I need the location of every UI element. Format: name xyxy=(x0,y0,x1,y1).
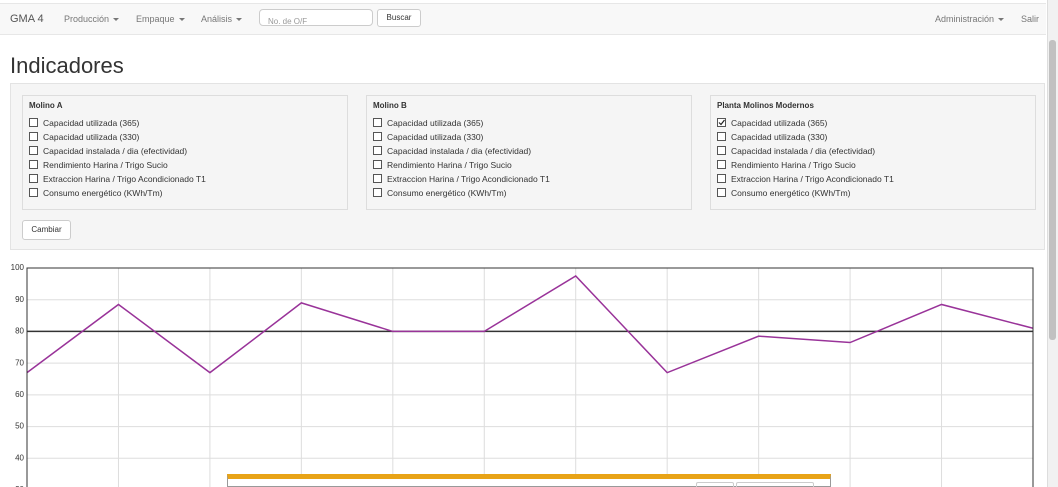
option-label: Capacidad utilizada (365) xyxy=(731,118,828,128)
check-mark xyxy=(718,119,725,126)
option-label: Capacidad utilizada (365) xyxy=(43,118,140,128)
checkbox[interactable] xyxy=(29,188,38,197)
indicator-panel: Planta Molinos Modernos Capacidad utiliza… xyxy=(710,95,1036,210)
option[interactable]: Capacidad instalada / dia (efectividad) xyxy=(29,146,187,156)
panel-title: Planta Molinos Modernos xyxy=(717,101,814,110)
plot-area xyxy=(26,267,1034,487)
caret xyxy=(178,18,185,22)
checkbox[interactable] xyxy=(717,174,726,183)
data-line xyxy=(26,274,1034,374)
checkbox[interactable] xyxy=(373,146,382,155)
nav-menu-label: Administración xyxy=(935,14,995,24)
y-tick-label: 90 xyxy=(15,295,24,304)
option-label: Capacidad utilizada (330) xyxy=(43,132,140,142)
nav-menu-label: Empaque xyxy=(136,14,175,24)
option-label: Extraccion Harina / Trigo Acondicionado … xyxy=(43,174,206,184)
option-label: Capacidad utilizada (365) xyxy=(387,118,484,128)
y-tick-label: 70 xyxy=(15,358,24,367)
option[interactable]: Capacidad utilizada (330) xyxy=(717,132,827,142)
nav-menu-label: Producción xyxy=(64,14,110,24)
option-label: Extraccion Harina / Trigo Acondicionado … xyxy=(387,174,550,184)
option-label: Rendimiento Harina / Trigo Sucio xyxy=(387,160,512,170)
option-label: Capacidad instalada / dia (efectividad) xyxy=(43,146,188,156)
dialog-button[interactable] xyxy=(736,482,814,487)
y-tick-label: 60 xyxy=(15,390,24,399)
option[interactable]: Capacidad utilizada (365) xyxy=(29,118,139,128)
option[interactable]: Consumo energético (KWh/Tm) xyxy=(29,188,163,198)
navbar: GMA 4 Producción Empaque Análisis Administra… xyxy=(0,3,1046,35)
search-input[interactable]: No. de O/F xyxy=(259,9,373,26)
nav-menu[interactable]: Administración xyxy=(935,4,1005,34)
panel-title: Molino B xyxy=(373,101,407,110)
y-tick-label: 50 xyxy=(15,422,24,431)
option[interactable]: Capacidad instalada / dia (efectividad) xyxy=(373,146,531,156)
checkbox[interactable] xyxy=(373,132,382,141)
option[interactable]: Rendimiento Harina / Trigo Sucio xyxy=(373,160,512,170)
chart: 30 40 50 60 70 80 90 100 xyxy=(11,263,1034,487)
option[interactable]: Extraccion Harina / Trigo Acondicionado … xyxy=(29,174,206,184)
option-label: Consumo energético (KWh/Tm) xyxy=(43,188,163,198)
option[interactable]: Rendimiento Harina / Trigo Sucio xyxy=(717,160,856,170)
option-label: Consumo energético (KWh/Tm) xyxy=(731,188,851,198)
y-tick-label: 30 xyxy=(15,485,24,487)
y-tick-label: 80 xyxy=(15,327,24,336)
option-label: Consumo energético (KWh/Tm) xyxy=(387,188,507,198)
nav-menu[interactable]: Salir xyxy=(1021,4,1039,34)
nav-menu[interactable]: Producción xyxy=(64,4,120,34)
option[interactable]: Consumo energético (KWh/Tm) xyxy=(717,188,851,198)
option-label: Capacidad utilizada (330) xyxy=(387,132,484,142)
nav-menu-label: Análisis xyxy=(201,14,233,24)
option-label: Capacidad utilizada (330) xyxy=(731,132,828,142)
y-tick-label: 40 xyxy=(15,453,24,462)
brand[interactable]: GMA 4 xyxy=(10,13,44,25)
checkbox[interactable] xyxy=(29,174,38,183)
checkbox[interactable] xyxy=(29,146,38,155)
checkbox[interactable] xyxy=(717,118,726,127)
option[interactable]: Capacidad utilizada (365) xyxy=(373,118,483,128)
checkbox[interactable] xyxy=(717,132,726,141)
checkbox[interactable] xyxy=(373,188,382,197)
dialog xyxy=(227,474,831,487)
checkbox[interactable] xyxy=(373,118,382,127)
option[interactable]: Rendimiento Harina / Trigo Sucio xyxy=(29,160,168,170)
option[interactable]: Capacidad instalada / dia (efectividad) xyxy=(717,146,875,156)
search-button[interactable]: Buscar xyxy=(377,9,421,27)
caret xyxy=(113,18,120,22)
checkbox[interactable] xyxy=(717,160,726,169)
nav-menu[interactable]: Análisis xyxy=(201,4,243,34)
indicator-panel: Molino A Capacidad utilizada (365) Capacid… xyxy=(22,95,348,210)
option[interactable]: Capacidad utilizada (365) xyxy=(717,118,827,128)
checkbox[interactable] xyxy=(717,146,726,155)
option-label: Capacidad instalada / dia (efectividad) xyxy=(387,146,532,156)
option[interactable]: Extraccion Harina / Trigo Acondicionado … xyxy=(717,174,894,184)
y-tick-label: 100 xyxy=(11,263,25,272)
checkbox[interactable] xyxy=(29,160,38,169)
option[interactable]: Extraccion Harina / Trigo Acondicionado … xyxy=(373,174,550,184)
option-label: Capacidad instalada / dia (efectividad) xyxy=(731,146,876,156)
checkbox[interactable] xyxy=(717,188,726,197)
caret xyxy=(236,18,243,22)
caret xyxy=(998,18,1005,22)
nav-menu-label: Salir xyxy=(1021,14,1040,24)
panel-title: Molino A xyxy=(29,101,63,110)
option-label: Rendimiento Harina / Trigo Sucio xyxy=(43,160,168,170)
nav-menu[interactable]: Empaque xyxy=(136,4,185,34)
option-label: Extraccion Harina / Trigo Acondicionado … xyxy=(731,174,894,184)
dialog-button[interactable] xyxy=(696,482,734,487)
page-title: Indicadores xyxy=(10,53,124,78)
indicator-panel: Molino B Capacidad utilizada (365) Capacid… xyxy=(366,95,692,210)
option[interactable]: Capacidad utilizada (330) xyxy=(373,132,483,142)
checkbox[interactable] xyxy=(29,118,38,127)
option-label: Rendimiento Harina / Trigo Sucio xyxy=(731,160,856,170)
checkbox[interactable] xyxy=(29,132,38,141)
option[interactable]: Consumo energético (KWh/Tm) xyxy=(373,188,507,198)
scrollbar-thumb[interactable] xyxy=(1049,40,1056,340)
checkbox[interactable] xyxy=(373,160,382,169)
change-button[interactable]: Cambiar xyxy=(22,220,71,240)
option[interactable]: Capacidad utilizada (330) xyxy=(29,132,139,142)
checkbox[interactable] xyxy=(373,174,382,183)
plot-border xyxy=(26,267,1034,487)
